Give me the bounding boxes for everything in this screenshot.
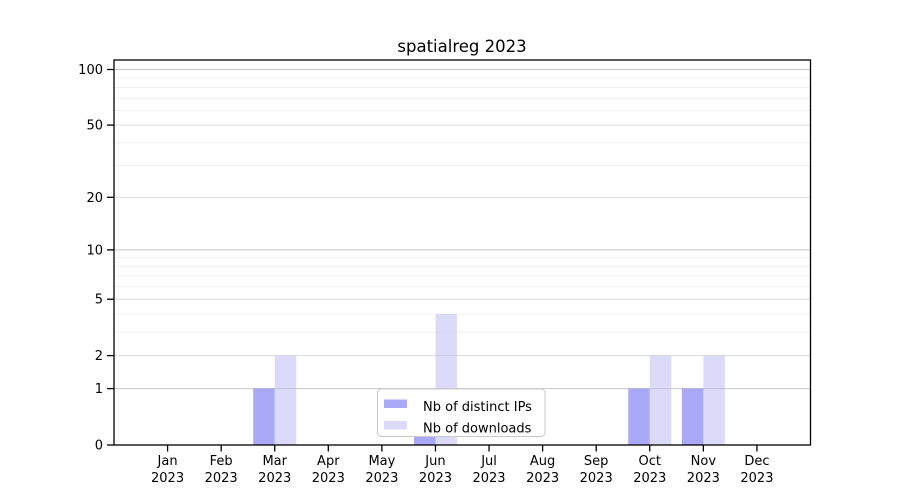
- x-tick-label-month: Oct: [639, 454, 661, 469]
- y-tick-label: 0: [95, 439, 103, 454]
- y-tick-label: 50: [86, 119, 103, 134]
- x-tick-label-month: May: [368, 454, 395, 469]
- bar-distinct-ips-mar: [253, 388, 275, 445]
- legend-swatch-distinct-ips: [384, 399, 407, 408]
- x-tick-label-year: 2023: [151, 471, 184, 486]
- x-tick-label-month: Feb: [210, 454, 233, 469]
- legend-label-downloads: Nb of downloads: [423, 422, 532, 437]
- x-tick-label-month: Sep: [584, 454, 609, 469]
- bar-distinct-ips-nov: [681, 388, 704, 445]
- x-tick-label-year: 2023: [205, 471, 238, 486]
- x-tick-label-year: 2023: [419, 471, 452, 486]
- x-tick-label-year: 2023: [633, 471, 666, 486]
- x-tick-label-month: Mar: [262, 454, 287, 469]
- legend-box: [377, 388, 546, 437]
- x-tick-label-year: 2023: [526, 471, 559, 486]
- x-tick-label-year: 2023: [740, 471, 773, 486]
- y-tick-label: 2: [95, 349, 103, 364]
- y-gridlines: [114, 69, 811, 390]
- y-tick-label: 100: [78, 63, 103, 78]
- x-tick-label-year: 2023: [365, 471, 398, 486]
- x-tick-label-month: Apr: [317, 454, 340, 469]
- x-tick-label-year: 2023: [472, 471, 505, 486]
- x-tick-label-month: Jul: [480, 454, 497, 469]
- bar-distinct-ips-oct: [628, 388, 650, 445]
- x-tick-label-year: 2023: [687, 471, 720, 486]
- x-tick-label-month: Dec: [744, 454, 769, 469]
- y-tick-label: 10: [86, 243, 103, 258]
- axes-ticks-and-labels: 0 1 2 5 10 20 50 100 Jan 2023 Feb 2023 Mar 2023 Apr 202…: [78, 63, 773, 486]
- y-tick-label: 1: [95, 382, 103, 397]
- x-tick-label-month: Jun: [424, 454, 445, 469]
- bar-downloads-oct: [649, 355, 672, 445]
- plot-border: [113, 59, 812, 446]
- x-tick-label-month: Aug: [530, 454, 555, 469]
- x-tick-label-month: Jan: [157, 454, 178, 469]
- x-tick-label-year: 2023: [580, 471, 613, 486]
- x-tick-label-year: 2023: [258, 471, 291, 486]
- bar-downloads-nov: [703, 355, 725, 445]
- y-tick-label: 20: [86, 191, 103, 206]
- bar-downloads-mar: [274, 355, 297, 445]
- x-tick-label-year: 2023: [312, 471, 345, 486]
- legend-swatch-downloads: [384, 421, 407, 430]
- legend-label-distinct-ips: Nb of distinct IPs: [423, 400, 532, 415]
- y-tick-label: 5: [95, 293, 103, 308]
- x-tick-label-month: Nov: [691, 454, 717, 469]
- chart-title: spatialreg 2023: [397, 37, 526, 56]
- legend: Nb of distinct IPs Nb of downloads: [377, 388, 546, 437]
